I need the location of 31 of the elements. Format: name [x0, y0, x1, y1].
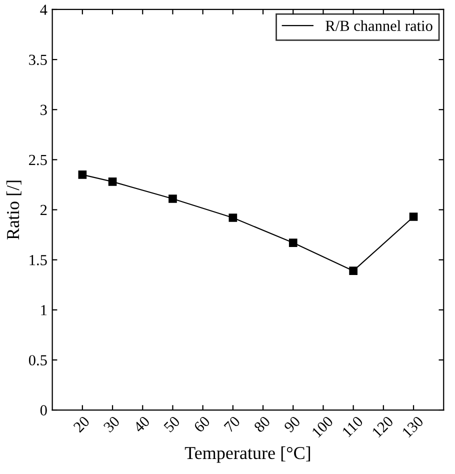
- point: [78, 170, 87, 179]
- x-tick-label: 90: [283, 416, 301, 433]
- x-tick-label: 60: [193, 416, 211, 433]
- y-axis-title: Ratio [/]: [6, 180, 22, 240]
- y-tick-label: 3.5: [29, 54, 47, 66]
- x-tick-label: 50: [163, 416, 180, 433]
- x-tick-label: 110: [342, 416, 364, 438]
- point: [108, 178, 117, 186]
- y-tick-label: 0: [40, 405, 47, 416]
- y-tick-label: 1.5: [30, 255, 47, 266]
- y-tick-label: 2: [40, 204, 47, 216]
- x-tick-label: 20: [72, 416, 90, 433]
- x-tick-label: 40: [132, 416, 150, 434]
- point: [168, 194, 177, 203]
- y-tick-label: 3: [40, 104, 47, 116]
- x-tick-label: 130: [402, 416, 424, 438]
- legend-label: R/B channel ratio: [326, 20, 432, 32]
- x-tick-label: 70: [224, 416, 241, 433]
- point: [349, 266, 358, 275]
- y-tick-label: 0.5: [28, 355, 47, 366]
- point: [288, 238, 298, 247]
- x-tick-label: 80: [253, 416, 271, 433]
- y-tick-label: 2.5: [29, 154, 47, 166]
- point: [228, 214, 238, 222]
- y-tick-label: 4: [40, 4, 48, 15]
- x-axis-title: Temperature [°C]: [184, 446, 310, 463]
- x-tick-label: 30: [103, 416, 120, 433]
- point: [409, 212, 418, 221]
- x-tick-label: 120: [372, 416, 394, 438]
- x-tick-label: 100: [311, 416, 334, 438]
- y-tick-label: 1: [41, 305, 47, 316]
